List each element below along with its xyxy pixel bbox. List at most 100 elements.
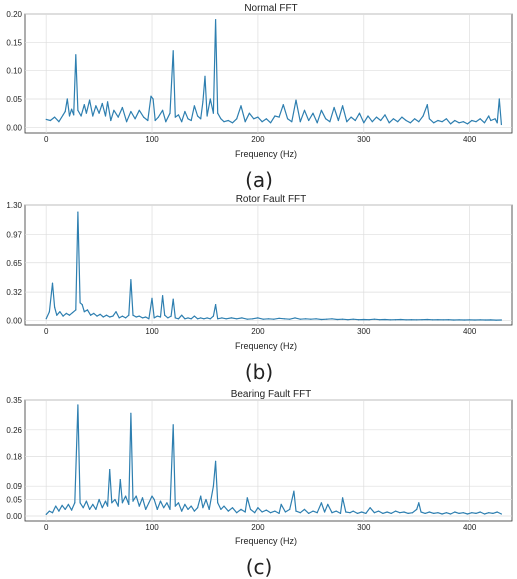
data-points <box>45 211 502 321</box>
y-tick-label: 0.65 <box>6 259 22 268</box>
data-point <box>165 121 167 123</box>
data-point <box>130 412 132 414</box>
data-point <box>411 512 414 514</box>
data-point <box>394 319 397 321</box>
data-point <box>441 121 443 123</box>
data-point <box>426 104 428 106</box>
plot-area <box>24 13 513 134</box>
data-point <box>184 503 186 505</box>
data-point <box>205 498 207 501</box>
data-point <box>99 313 101 315</box>
data-point <box>92 503 94 505</box>
data-point <box>177 502 180 504</box>
data-point <box>62 315 64 317</box>
x-tick-label: 300 <box>357 327 371 336</box>
data-point <box>433 512 435 515</box>
data-point <box>177 114 180 116</box>
x-tick-label: 300 <box>357 523 371 532</box>
data-point <box>71 108 73 110</box>
data-point <box>458 122 460 124</box>
data-point <box>154 119 156 122</box>
data-point <box>197 318 199 320</box>
data-point <box>475 512 477 515</box>
data-point <box>145 316 147 318</box>
data-point <box>400 318 402 321</box>
data-point <box>426 318 428 321</box>
data-point <box>200 317 202 319</box>
data-point <box>458 512 460 515</box>
data-point <box>197 115 199 117</box>
data-point <box>483 513 486 515</box>
data-point <box>72 312 74 314</box>
data-point <box>59 311 61 313</box>
data-point <box>95 508 97 510</box>
data-point <box>54 306 56 308</box>
data-point <box>81 304 83 306</box>
data-point <box>336 318 338 321</box>
data-point <box>496 122 498 124</box>
data-point <box>371 121 373 123</box>
data-point <box>437 319 439 321</box>
data-point <box>305 318 307 320</box>
data-point <box>303 109 306 111</box>
data-point <box>392 118 394 120</box>
panel-caption: (c) <box>246 555 273 579</box>
data-point <box>135 316 137 318</box>
data-point <box>51 282 54 284</box>
data-point <box>236 512 238 514</box>
data-point <box>278 512 280 515</box>
data-point <box>380 119 382 122</box>
data-point <box>447 319 450 321</box>
data-point <box>331 512 333 514</box>
data-point <box>98 112 100 114</box>
data-point <box>428 118 430 120</box>
data-point <box>282 104 284 106</box>
data-point <box>208 508 210 510</box>
data-point <box>399 512 401 514</box>
data-point <box>101 102 103 105</box>
data-point <box>424 512 426 515</box>
data-point <box>246 318 248 320</box>
data-point <box>484 319 487 321</box>
data-point <box>261 121 263 123</box>
data-point <box>278 317 280 319</box>
data-point <box>89 99 91 101</box>
data-point <box>421 319 423 321</box>
y-tick-label: 0.00 <box>6 123 22 132</box>
data-point <box>416 319 418 321</box>
data-point <box>397 121 399 123</box>
y-tick-label: 0.09 <box>6 482 22 491</box>
data-point <box>342 497 344 499</box>
data-point <box>83 311 85 313</box>
data-point <box>299 121 301 123</box>
data-point <box>270 512 272 514</box>
data-point <box>58 510 60 512</box>
data-point <box>220 118 222 120</box>
y-tick-label: 1.30 <box>6 201 22 210</box>
data-point <box>445 512 447 514</box>
data-point <box>316 122 318 124</box>
data-point <box>212 315 214 317</box>
data-point <box>159 500 162 502</box>
data-point <box>68 314 71 316</box>
y-tick-label: 0.15 <box>6 38 22 47</box>
data-point <box>488 115 490 117</box>
data-point <box>236 118 238 120</box>
data-point <box>329 121 331 123</box>
data-point <box>230 317 232 319</box>
data-point <box>363 122 365 124</box>
data-point <box>248 112 250 114</box>
data-point <box>206 317 208 319</box>
data-point <box>416 508 418 510</box>
data-point <box>405 319 407 321</box>
data-point <box>325 118 327 120</box>
data-point <box>49 119 52 122</box>
data-point <box>163 507 165 509</box>
data-point <box>293 490 295 492</box>
data-point <box>454 511 456 513</box>
data-point <box>190 505 192 507</box>
data-point <box>320 318 322 321</box>
data-point <box>117 505 119 507</box>
data-point <box>79 502 81 504</box>
data-point <box>212 112 214 114</box>
